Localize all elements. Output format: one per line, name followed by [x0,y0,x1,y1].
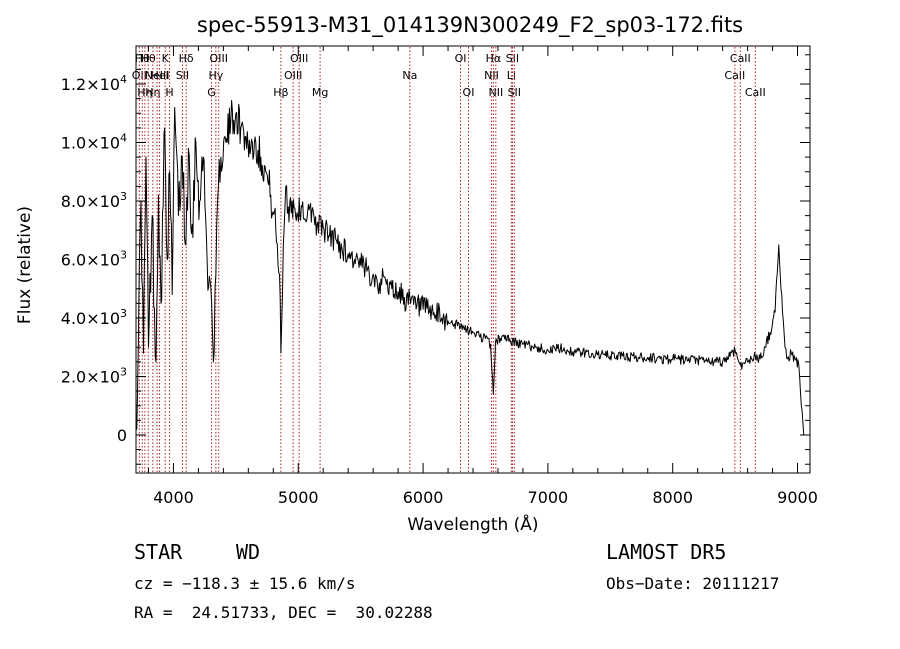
spectral-line-label: Hγ [208,69,223,82]
x-tick-label: 5000 [278,488,319,507]
x-tick-label: 9000 [777,488,818,507]
spectral-line-label: NeIII [145,69,170,82]
spectral-line-label: SII [176,69,189,82]
x-tick-label: 7000 [528,488,569,507]
spectral-line-label: H [165,86,173,99]
spectral-line-label: Hδ [179,52,194,65]
spectral-line-label: K [162,52,170,65]
spectral-line-markers: OIIHθHηHθHηNeIIIHeIKHSIIHδGHγOIIIHβOIIIO… [132,47,766,473]
spectral-line-label: OIII [290,52,308,65]
x-tick-label: 4000 [153,488,194,507]
spectral-line-label: CaII [745,86,766,99]
spectral-line-label: SII [508,86,521,99]
spectral-line-label: G [207,86,216,99]
spectral-line-label: OI [463,86,475,99]
spectral-line-label: SII [506,52,519,65]
y-axis-label: Flux (relative) [15,206,35,324]
spectral-line-label: Li [507,69,516,82]
coordinates-text: RA = 24.51733, DEC = 30.02288 [134,603,433,622]
object-subclass: WD [236,540,261,564]
spectral-line-label: HeI [150,69,168,82]
object-class: STAR [134,540,183,564]
y-tick-label: 1.2×104 [61,73,127,94]
y-tick-label: 6.0×103 [61,249,127,270]
spectral-line-label: Hη [145,86,160,99]
spectral-line-label: OIII [210,52,228,65]
plot-frame [135,45,811,474]
y-tick-label: 0 [117,426,127,445]
spectral-line-label: NII [484,69,499,82]
spectral-line-label: Hα [486,52,502,65]
spectral-line-label: Mg [312,86,328,99]
flux-line [136,100,805,436]
redshift-text: cz = −118.3 ± 15.6 km/s [134,574,356,593]
spectral-line-label: CaII [724,69,745,82]
survey-name: LAMOST DR5 [606,540,727,564]
spectral-line-label: Na [402,69,417,82]
y-tick-label: 4.0×103 [61,307,127,328]
y-axis: 0 2.0×103 4.0×103 6.0×103 8.0×103 1.0×104 1.2×… [61,54,810,465]
spectral-line-label: Hβ [273,86,288,99]
x-axis: 4000 5000 6000 7000 8000 9000 [147,46,818,507]
x-axis-label: Wavelength (Å) [407,513,538,535]
chart-title: spec-55913-M31_014139N300249_F2_sp03-172… [197,13,743,38]
flux-series [136,100,805,436]
spectral-line-label: OI [455,52,467,65]
y-tick-label: 1.0×104 [61,132,127,153]
obs-date-text: Obs−Date: 20111217 [606,574,780,593]
x-tick-label: 6000 [403,488,444,507]
y-tick-label: 2.0×103 [61,365,127,386]
y-tick-label: 8.0×103 [61,190,127,211]
spectral-line-label: NII [488,86,503,99]
spectral-line-label: OIII [284,69,302,82]
x-tick-label: 8000 [652,488,693,507]
spectral-line-label: Hθ [141,52,156,65]
spectral-line-label: CaII [730,52,751,65]
